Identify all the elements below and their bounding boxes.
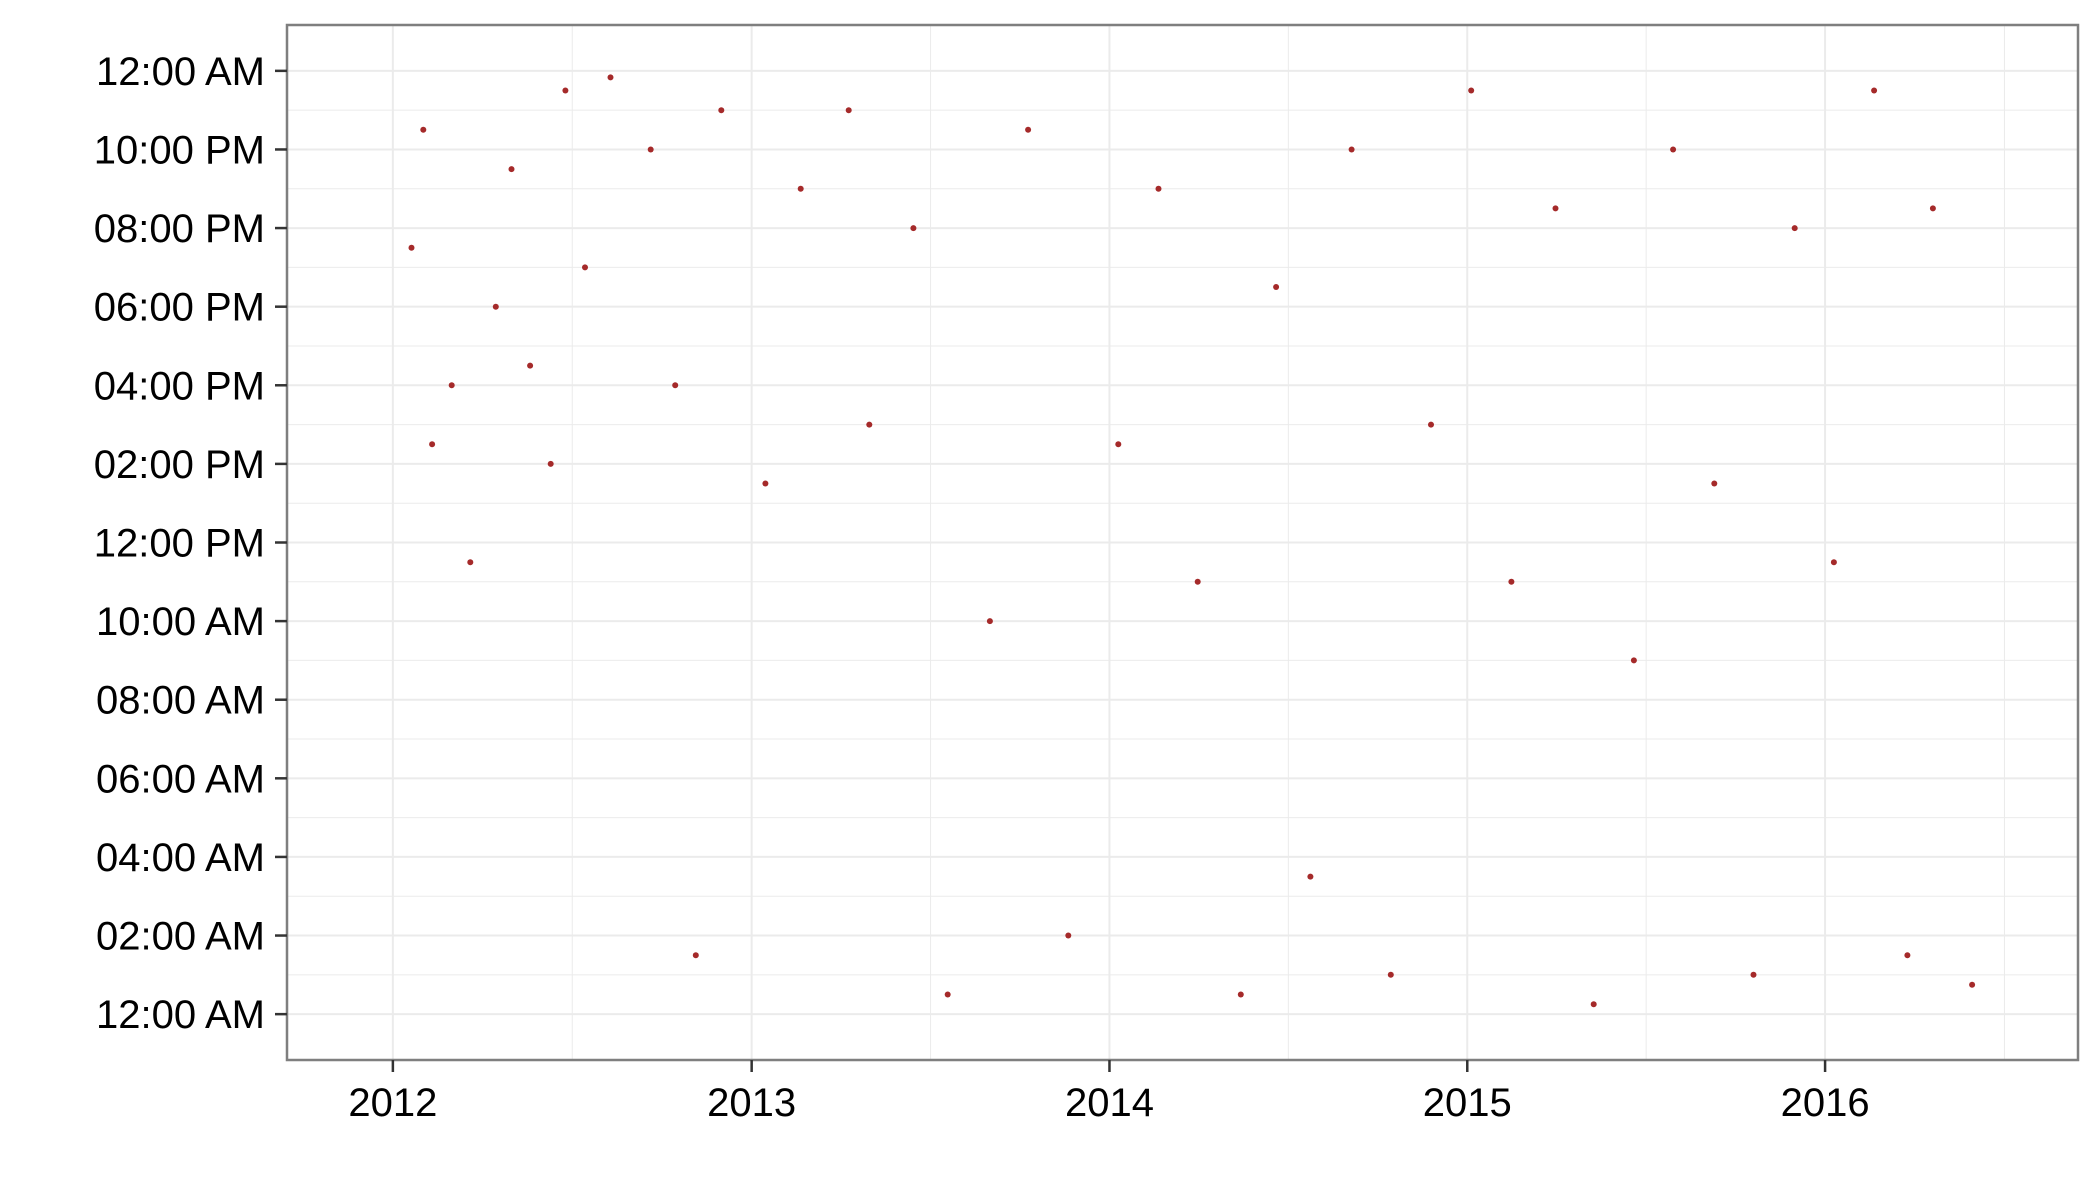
data-point: [1115, 441, 1122, 448]
data-point: [1025, 126, 1032, 133]
data-point: [408, 244, 415, 251]
x-tick-label: 2012: [348, 1081, 437, 1125]
data-point: [527, 362, 534, 369]
x-tick-label: 2015: [1423, 1081, 1512, 1125]
y-tick-label: 08:00 AM: [96, 679, 265, 723]
data-point: [1307, 873, 1314, 880]
y-tick-label: 02:00 PM: [94, 443, 265, 487]
y-tick-label: 08:00 PM: [94, 207, 265, 251]
data-point: [1273, 284, 1280, 290]
data-point: [1552, 205, 1559, 212]
data-point: [866, 421, 873, 428]
x-tick-label: 2014: [1065, 1081, 1154, 1125]
data-point: [1194, 578, 1201, 585]
data-point: [1711, 480, 1718, 487]
data-point: [672, 382, 679, 389]
data-point: [910, 225, 917, 232]
data-point: [1630, 657, 1637, 664]
data-point: [562, 87, 569, 94]
data-point: [1750, 971, 1757, 978]
data-point: [448, 382, 455, 389]
data-point: [582, 264, 588, 271]
y-tick-label: 10:00 AM: [96, 600, 265, 644]
data-point: [1155, 185, 1162, 192]
data-point: [467, 559, 474, 566]
data-point: [1237, 991, 1244, 998]
data-point: [986, 618, 993, 625]
data-point: [547, 460, 554, 467]
y-tick-label: 06:00 PM: [94, 286, 265, 330]
data-point: [692, 952, 699, 959]
y-tick-label: 04:00 PM: [94, 364, 265, 408]
y-tick-label: 04:00 AM: [96, 836, 265, 880]
data-point: [1590, 1001, 1597, 1008]
y-tick-label: 12:00 AM: [96, 993, 265, 1037]
y-tick-label: 06:00 AM: [96, 757, 265, 801]
data-point: [420, 126, 427, 133]
data-point: [429, 441, 436, 448]
y-tick-label: 10:00 PM: [94, 128, 265, 172]
data-point: [508, 166, 515, 173]
data-point: [1065, 932, 1072, 939]
data-point: [607, 74, 614, 81]
axes: 2012 2013 2014 2015 2016 12:00 AM 02:00 AM 04:0…: [94, 50, 1870, 1125]
data-point: [845, 107, 852, 114]
data-point: [1871, 87, 1878, 94]
data-point: [1428, 421, 1434, 428]
data-point: [647, 146, 654, 153]
data-point: [762, 480, 769, 487]
data-point: [1969, 981, 1976, 988]
data-point: [1791, 225, 1798, 232]
data-point: [797, 185, 804, 192]
y-tick-label: 02:00 AM: [96, 915, 265, 959]
data-point: [1387, 971, 1394, 978]
data-point: [492, 303, 499, 310]
data-point: [718, 107, 725, 114]
data-point: [1830, 559, 1837, 566]
y-tick-label: 12:00 PM: [94, 522, 265, 566]
data-point: [944, 991, 951, 998]
data-point: [1348, 146, 1355, 153]
data-point: [1929, 205, 1936, 212]
x-tick-label: 2016: [1781, 1081, 1870, 1125]
gridlines: [287, 25, 2078, 1060]
data-point: [1468, 87, 1475, 94]
data-point: [1508, 578, 1515, 585]
x-tick-label: 2013: [707, 1081, 796, 1125]
y-tick-label: 12:00 AM: [96, 50, 265, 94]
data-point: [1904, 952, 1911, 959]
data-points: [408, 74, 1976, 1008]
data-point: [1670, 146, 1677, 153]
